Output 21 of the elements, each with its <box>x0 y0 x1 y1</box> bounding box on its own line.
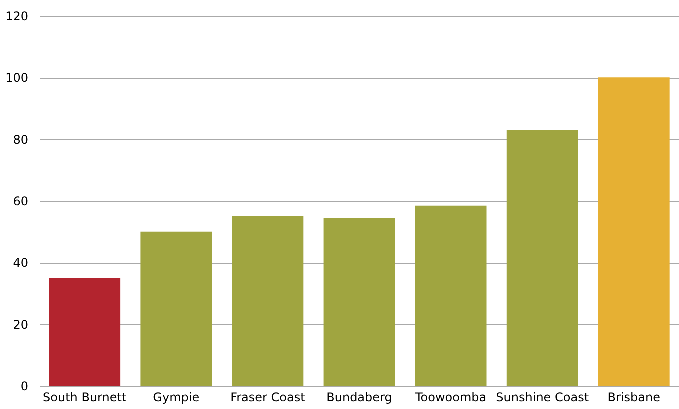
x-tick-label: South Burnett <box>43 390 127 404</box>
y-tick-label: 100 <box>6 71 28 86</box>
y-tick-label: 0 <box>20 380 28 394</box>
y-tick-label: 120 <box>6 10 28 24</box>
bar <box>49 278 121 386</box>
x-tick-label: Fraser Coast <box>230 390 306 404</box>
bar <box>324 218 396 386</box>
x-tick-label: Brisbane <box>608 390 660 404</box>
bar <box>506 130 578 386</box>
y-tick-label: 20 <box>13 318 28 332</box>
y-tick-label: 60 <box>13 194 28 208</box>
y-tick-label: 80 <box>13 132 28 147</box>
x-tick-label: Gympie <box>153 390 200 404</box>
bar <box>232 216 304 386</box>
y-tick-label: 40 <box>13 256 28 270</box>
x-tick-label: Toowoomba <box>414 390 487 404</box>
bar <box>598 78 670 386</box>
bar <box>140 232 212 386</box>
x-tick-label: Bundaberg <box>326 390 392 404</box>
x-tick-label: Sunshine Coast <box>496 390 590 404</box>
bar <box>415 206 487 386</box>
